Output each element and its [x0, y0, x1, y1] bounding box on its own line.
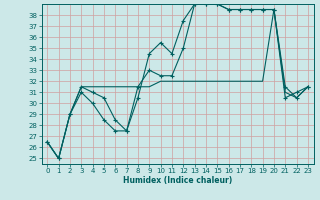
X-axis label: Humidex (Indice chaleur): Humidex (Indice chaleur): [123, 176, 232, 185]
